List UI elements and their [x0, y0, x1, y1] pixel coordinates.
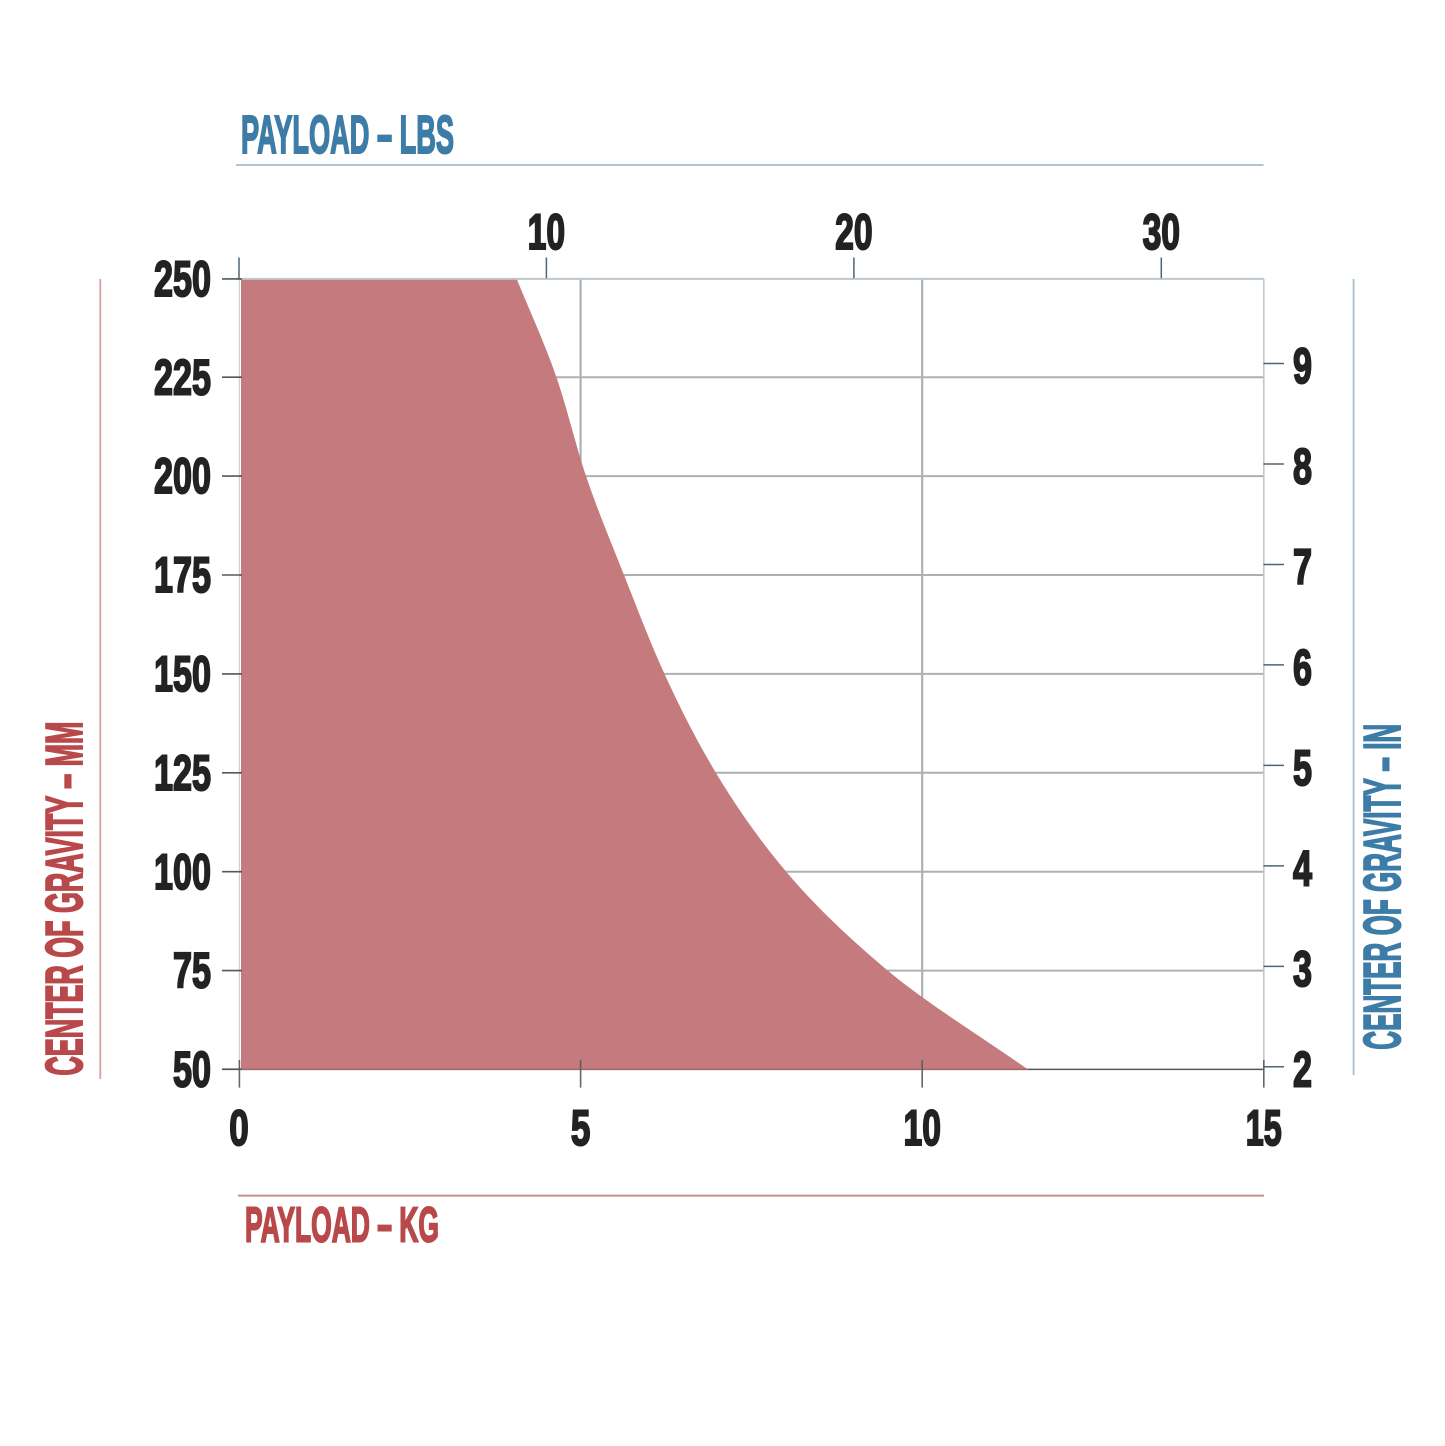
svg-text:0: 0 — [229, 1101, 248, 1157]
svg-text:150: 150 — [154, 647, 211, 703]
svg-text:5: 5 — [1293, 741, 1312, 797]
svg-text:10: 10 — [528, 204, 565, 260]
svg-text:75: 75 — [173, 943, 211, 999]
svg-text:4: 4 — [1293, 841, 1312, 897]
svg-text:5: 5 — [571, 1101, 590, 1157]
svg-text:7: 7 — [1293, 540, 1312, 596]
svg-text:2: 2 — [1293, 1042, 1312, 1098]
svg-text:125: 125 — [154, 746, 211, 802]
svg-text:20: 20 — [835, 204, 872, 260]
svg-text:3: 3 — [1293, 942, 1312, 998]
svg-text:50: 50 — [173, 1042, 211, 1098]
svg-text:10: 10 — [903, 1100, 940, 1156]
svg-text:200: 200 — [154, 449, 211, 505]
svg-text:250: 250 — [154, 252, 211, 308]
svg-text:100: 100 — [154, 844, 211, 900]
svg-text:PAYLOAD – KG: PAYLOAD – KG — [245, 1198, 439, 1253]
svg-text:225: 225 — [154, 350, 211, 406]
svg-text:9: 9 — [1293, 339, 1312, 395]
svg-text:CENTER OF GRAVITY – IN: CENTER OF GRAVITY – IN — [1353, 724, 1411, 1050]
svg-text:PAYLOAD – LBS: PAYLOAD – LBS — [241, 105, 454, 166]
svg-text:15: 15 — [1246, 1100, 1282, 1156]
svg-text:CENTER OF GRAVITY – MM: CENTER OF GRAVITY – MM — [36, 722, 94, 1076]
svg-text:8: 8 — [1293, 439, 1312, 495]
svg-text:6: 6 — [1293, 640, 1312, 696]
svg-text:30: 30 — [1143, 204, 1180, 260]
svg-text:175: 175 — [154, 548, 211, 604]
